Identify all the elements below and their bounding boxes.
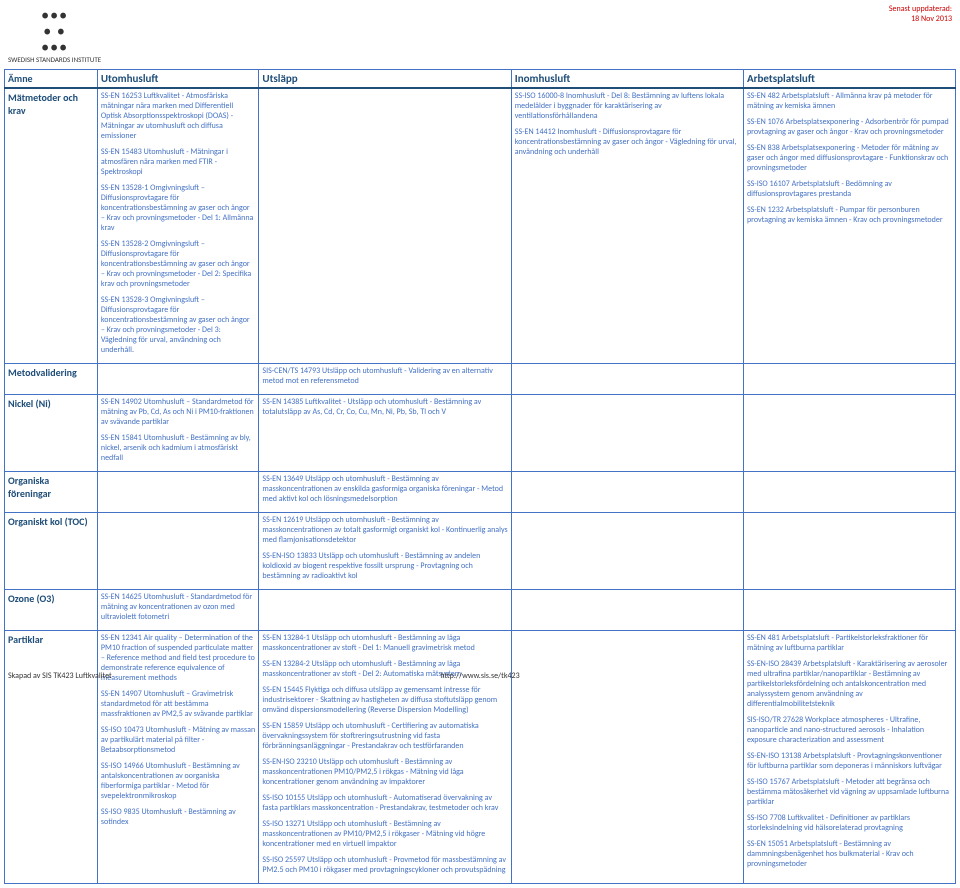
standard-cell: SS-EN 16253 Luftkvalitet - Atmosfäriska … bbox=[97, 88, 259, 364]
standard-entry: SS-ISO 10473 Utomhusluft - Mätning av ma… bbox=[101, 725, 256, 755]
standard-entry: SS-ISO 10155 Utsläpp och utomhusluft - A… bbox=[262, 793, 507, 813]
standard-entry: SS-EN-ISO 28439 Arbetsplatsluft - Karakt… bbox=[747, 659, 952, 709]
standard-entry: SIS-ISO/TR 27628 Workplace atmospheres -… bbox=[747, 715, 952, 745]
standard-cell bbox=[97, 513, 259, 590]
standard-cell: SS-EN 12619 Utsläpp och utomhusluft - Be… bbox=[259, 513, 511, 590]
row-label: Metodvalidering bbox=[5, 364, 98, 395]
column-header: Utomhusluft bbox=[97, 70, 259, 89]
row-label: Partiklar bbox=[5, 631, 98, 884]
standard-entry: SS-EN 13528-2 Omgivningsluft – Diffusion… bbox=[101, 239, 256, 289]
standard-cell bbox=[743, 472, 955, 513]
table-row: PartiklarSS-EN 12341 Air quality – Deter… bbox=[5, 631, 956, 884]
table-row: Mätmetoder och kravSS-EN 16253 Luftkvali… bbox=[5, 88, 956, 364]
standard-entry: SS-EN 1232 Arbetsplatsluft - Pumpar för … bbox=[747, 205, 952, 225]
column-header: Utsläpp bbox=[259, 70, 511, 89]
standard-entry: SS-ISO 16000-8 Inomhusluft - Del 8: Best… bbox=[515, 91, 740, 121]
standard-cell bbox=[511, 472, 743, 513]
standard-entry: SS-ISO 9835 Utomhusluft - Bestämning av … bbox=[101, 807, 256, 827]
standard-cell bbox=[511, 631, 743, 884]
standard-entry: SS-ISO 15767 Arbetsplatsluft - Metoder a… bbox=[747, 777, 952, 807]
table-row: Ozone (O3)SS-EN 14625 Utomhusluft - Stan… bbox=[5, 590, 956, 631]
standard-entry: SS-EN 14412 Inomhusluft - Diffusionsprov… bbox=[515, 127, 740, 157]
standard-entry: SS-ISO 16107 Arbetsplatsluft - Bedömning… bbox=[747, 179, 952, 199]
standard-entry: SS-EN 13649 Utsläpp och utomhusluft - Be… bbox=[262, 474, 507, 504]
standard-cell bbox=[743, 364, 955, 395]
standard-entry: SIS-CEN/TS 14793 Utsläpp och utomhusluft… bbox=[262, 366, 507, 386]
standard-entry: SS-ISO 25597 Utsläpp och utomhusluft - P… bbox=[262, 855, 507, 875]
standard-entry: SS-EN 13528-3 Omgivningsluft – Diffusion… bbox=[101, 295, 256, 355]
standard-entry: SS-EN 15445 Flyktiga och diffusa utsläpp… bbox=[262, 685, 507, 715]
standard-cell: SS-EN 14902 Utomhusluft – Standardmetod … bbox=[97, 395, 259, 472]
column-header: Arbetsplatsluft bbox=[743, 70, 955, 89]
standard-cell bbox=[511, 590, 743, 631]
standard-entry: SS-EN 15483 Utomhusluft - Mätningar i at… bbox=[101, 147, 256, 177]
standard-cell: SS-EN 14625 Utomhusluft - Standardmetod … bbox=[97, 590, 259, 631]
standard-cell: SS-EN 14385 Luftkvalitet - Utsläpp och u… bbox=[259, 395, 511, 472]
row-label: Nickel (Ni) bbox=[5, 395, 98, 472]
row-label: Ozone (O3) bbox=[5, 590, 98, 631]
standard-entry: SS-EN 1076 Arbetsplatsexponering - Adsor… bbox=[747, 117, 952, 137]
standard-entry: SS-EN 12619 Utsläpp och utomhusluft - Be… bbox=[262, 515, 507, 545]
column-header: Inomhusluft bbox=[511, 70, 743, 89]
standard-cell: SS-EN 13649 Utsläpp och utomhusluft - Be… bbox=[259, 472, 511, 513]
standard-entry: SS-EN 15051 Arbetsplatsluft - Bestämning… bbox=[747, 839, 952, 869]
standard-entry: SS-EN 838 Arbetsplatsexponering - Metode… bbox=[747, 143, 952, 173]
standard-cell bbox=[743, 395, 955, 472]
footer-center: http://www.sis.se/tk423 bbox=[440, 671, 519, 681]
column-header: Ämne bbox=[5, 70, 98, 89]
standard-cell bbox=[259, 590, 511, 631]
standard-entry: SS-EN 13528-1 Omgivningsluft – Diffusion… bbox=[101, 183, 256, 233]
standard-entry: SS-EN 14907 Utomhusluft – Gravimetrisk s… bbox=[101, 689, 256, 719]
sis-logo: •••• •••• SWEDISH STANDARDS INSTITUTE bbox=[8, 8, 101, 63]
standard-entry: SS-EN 481 Arbetsplatsluft - Partikelstor… bbox=[747, 633, 952, 653]
standard-cell bbox=[511, 395, 743, 472]
standard-entry: SS-EN-ISO 13833 Utsläpp och utomhusluft … bbox=[262, 551, 507, 581]
table-row: Organiskt kol (TOC) SS-EN 12619 Utsläpp o… bbox=[5, 513, 956, 590]
standard-entry: SS-ISO 14966 Utomhusluft - Bestämning av… bbox=[101, 761, 256, 801]
standard-cell bbox=[511, 513, 743, 590]
standard-entry: SS-EN 13284-1 Utsläpp och utomhusluft - … bbox=[262, 633, 507, 653]
updated-date: 18 Nov 2013 bbox=[911, 14, 952, 24]
standard-entry: SS-EN 14625 Utomhusluft - Standardmetod … bbox=[101, 592, 256, 622]
standard-cell: SS-EN 481 Arbetsplatsluft - Partikelstor… bbox=[743, 631, 955, 884]
standard-entry: SS-EN 15859 Utsläpp och utomhusluft - Ce… bbox=[262, 721, 507, 751]
standard-entry: SS-EN 15841 Utomhusluft - Bestämning av … bbox=[101, 433, 256, 463]
table-row: Metodvalidering SIS-CEN/TS 14793 Utsläpp … bbox=[5, 364, 956, 395]
standard-entry: SS-EN 482 Arbetsplatsluft - Allmänna kra… bbox=[747, 91, 952, 111]
standards-table: ÄmneUtomhusluftUtsläppInomhusluftArbetsp… bbox=[4, 69, 956, 884]
standard-cell: SIS-CEN/TS 14793 Utsläpp och utomhusluft… bbox=[259, 364, 511, 395]
updated-label: Senast uppdaterad: bbox=[889, 4, 952, 14]
row-label: Organiskt kol (TOC) bbox=[5, 513, 98, 590]
standard-cell bbox=[259, 88, 511, 364]
table-row: Nickel (Ni)SS-EN 14902 Utomhusluft – Sta… bbox=[5, 395, 956, 472]
standard-cell: SS-EN 12341 Air quality – Determination … bbox=[97, 631, 259, 884]
table-header-row: ÄmneUtomhusluftUtsläppInomhusluftArbetsp… bbox=[5, 70, 956, 89]
table-row: Organiska föreningar SS-EN 13649 Utsläpp … bbox=[5, 472, 956, 513]
standard-entry: SS-ISO 7708 Luftkvalitet - Definitioner … bbox=[747, 813, 952, 833]
row-label: Mätmetoder och krav bbox=[5, 88, 98, 364]
standard-cell: SS-ISO 16000-8 Inomhusluft - Del 8: Best… bbox=[511, 88, 743, 364]
standard-cell bbox=[743, 513, 955, 590]
standard-cell bbox=[511, 364, 743, 395]
standard-cell bbox=[97, 472, 259, 513]
row-label: Organiska föreningar bbox=[5, 472, 98, 513]
standard-entry: SS-EN 14385 Luftkvalitet - Utsläpp och u… bbox=[262, 397, 507, 417]
standard-entry: SS-ISO 13271 Utsläpp och utomhusluft - B… bbox=[262, 819, 507, 849]
standard-entry: SS-EN-ISO 23210 Utsläpp och utomhusluft … bbox=[262, 757, 507, 787]
standard-entry: SS-EN-ISO 13138 Arbetsplatsluft - Provta… bbox=[747, 751, 952, 771]
standard-entry: SS-EN 16253 Luftkvalitet - Atmosfäriska … bbox=[101, 91, 256, 141]
standard-cell bbox=[743, 590, 955, 631]
standard-cell: SS-EN 13284-1 Utsläpp och utomhusluft - … bbox=[259, 631, 511, 884]
standard-cell bbox=[97, 364, 259, 395]
standard-cell: SS-EN 482 Arbetsplatsluft - Allmänna kra… bbox=[743, 88, 955, 364]
standard-entry: SS-EN 14902 Utomhusluft – Standardmetod … bbox=[101, 397, 256, 427]
